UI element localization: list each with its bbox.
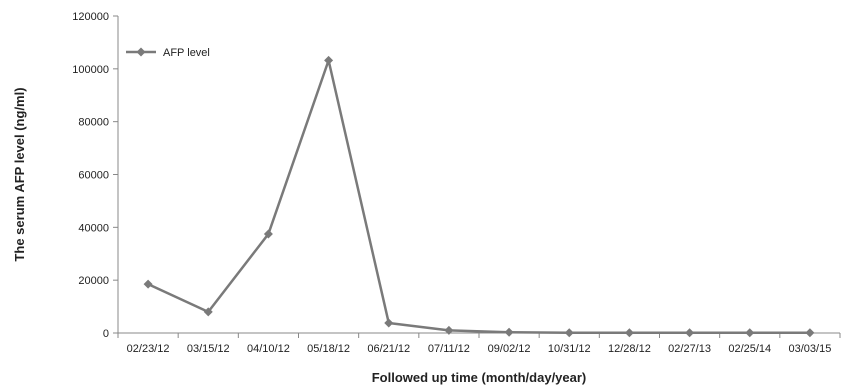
series-layer xyxy=(143,55,815,338)
legend: AFP level xyxy=(126,47,210,59)
legend-label: AFP level xyxy=(163,47,210,59)
x-tick-label: 02/27/13 xyxy=(668,343,711,355)
data-point-marker xyxy=(564,328,574,338)
x-axis-title: Followed up time (month/day/year) xyxy=(372,370,587,385)
x-tick-label: 04/10/12 xyxy=(247,343,290,355)
x-tick-label: 02/25/14 xyxy=(728,343,771,355)
x-tick-label: 10/31/12 xyxy=(548,343,591,355)
legend-marker-swatch xyxy=(136,47,146,57)
y-tick-label: 40000 xyxy=(78,222,109,234)
x-tick-label: 07/11/12 xyxy=(428,343,470,355)
x-tick-label: 09/02/12 xyxy=(488,343,531,355)
y-tick-label: 120000 xyxy=(72,11,109,23)
series-line-afp-level xyxy=(147,59,810,334)
x-tick-label: 05/18/12 xyxy=(307,343,350,355)
x-tick-label: 03/03/15 xyxy=(789,343,832,355)
data-point-marker xyxy=(143,279,153,289)
data-point-marker xyxy=(203,307,213,317)
x-axis: 02/23/12 03/15/12 04/10/12 05/18/12 06/21/12… xyxy=(117,332,841,355)
x-tick-label: 06/21/12 xyxy=(367,343,410,355)
y-tick-label: 20000 xyxy=(78,275,109,287)
y-tick-label: 0 xyxy=(103,328,109,340)
data-point-marker xyxy=(805,328,815,338)
y-tick-label: 60000 xyxy=(78,170,109,182)
data-point-marker xyxy=(685,328,695,338)
data-point-marker xyxy=(444,325,454,335)
x-tick-label: 03/15/12 xyxy=(187,343,230,355)
data-point-marker xyxy=(263,229,273,239)
data-point-marker xyxy=(384,318,394,328)
x-tick-label: 12/28/12 xyxy=(608,343,651,355)
data-point-marker xyxy=(745,328,755,338)
x-tick-label: 02/23/12 xyxy=(127,343,170,355)
data-point-marker xyxy=(324,55,334,65)
y-axis-title: The serum AFP level (ng/ml) xyxy=(12,87,27,261)
data-point-marker xyxy=(624,328,634,338)
y-tick-label: 80000 xyxy=(78,117,109,129)
data-point-marker xyxy=(504,327,514,337)
y-tick-label: 100000 xyxy=(72,64,109,76)
y-axis: 0 20000 40000 60000 80000 100000 120000 xyxy=(72,11,119,340)
